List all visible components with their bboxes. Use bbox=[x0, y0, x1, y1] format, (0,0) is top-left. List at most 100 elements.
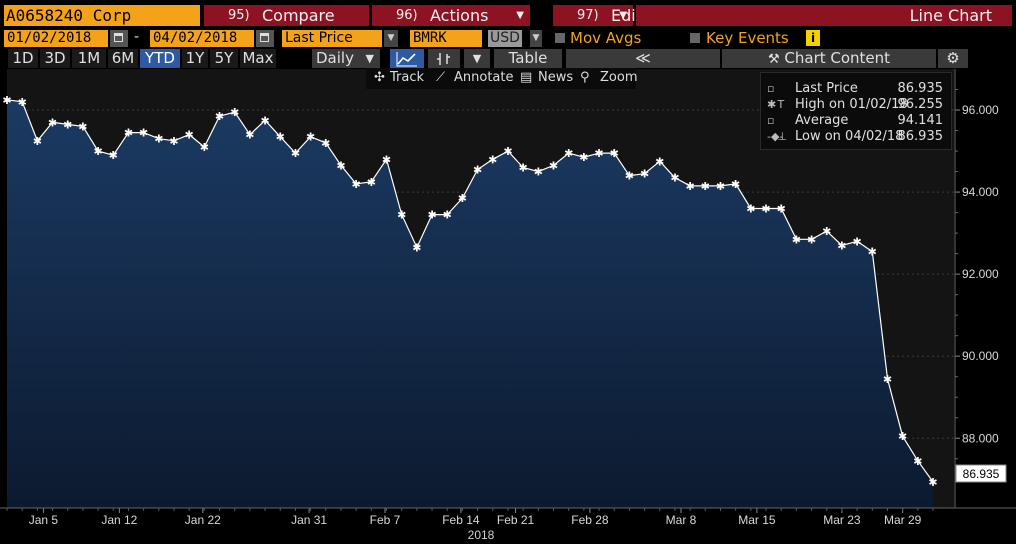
chart-legend: ▫ ✱ Last Price 86.935 T High on 01/02/18… bbox=[760, 72, 952, 150]
info-icon[interactable]: i bbox=[806, 30, 820, 46]
news-icon: ▤ bbox=[520, 70, 533, 85]
data-point: ✱ bbox=[93, 145, 102, 158]
data-point: ✱ bbox=[154, 133, 163, 146]
period-tab-1y[interactable]: 1Y bbox=[182, 49, 208, 68]
legend-low-label: Low on 04/02/18 bbox=[795, 129, 904, 144]
last-value-tag: 86.935 bbox=[955, 464, 1007, 483]
low-marker-icon: ⊥ bbox=[767, 130, 788, 143]
end-date-input[interactable]: 04/02/2018 bbox=[150, 30, 254, 47]
data-point: ✱ bbox=[837, 239, 846, 252]
y-tick-label: 94.000 bbox=[962, 185, 999, 199]
legend-average[interactable]: ▫ -◆- Average 94.141 bbox=[767, 113, 947, 143]
table-button[interactable]: Table bbox=[494, 49, 562, 68]
high-marker-icon: T bbox=[767, 98, 785, 111]
field-select[interactable]: Last Price bbox=[282, 30, 382, 47]
data-point: ✱ bbox=[458, 192, 467, 205]
data-point: ✱ bbox=[579, 151, 588, 164]
data-point: ✱ bbox=[761, 202, 770, 215]
edit-label: Edit bbox=[611, 6, 642, 25]
period-tab-1d[interactable]: 1D bbox=[8, 49, 38, 68]
key-events-checkbox[interactable] bbox=[690, 33, 700, 43]
chart-content-label: Chart Content bbox=[784, 49, 891, 67]
currency-field[interactable]: USD bbox=[488, 30, 522, 47]
legend-average-value: 94.141 bbox=[897, 113, 944, 128]
security-field[interactable]: A0658240 Corp bbox=[4, 5, 200, 26]
annotate-button[interactable]: Annotate bbox=[454, 70, 514, 85]
data-point: ✱ bbox=[822, 225, 831, 238]
data-point: ✱ bbox=[443, 209, 452, 222]
data-point: ✱ bbox=[686, 180, 695, 193]
data-point: ✱ bbox=[913, 455, 922, 468]
data-point: ✱ bbox=[2, 94, 11, 107]
data-point: ✱ bbox=[397, 209, 406, 222]
period-tab-5y[interactable]: 5Y bbox=[210, 49, 238, 68]
data-point: ✱ bbox=[655, 155, 664, 168]
calendar-icon[interactable] bbox=[256, 30, 274, 47]
data-point: ✱ bbox=[336, 159, 345, 172]
period-tab-1m[interactable]: 1M bbox=[72, 49, 106, 68]
data-point: ✱ bbox=[883, 373, 892, 386]
mov-avgs-checkbox[interactable] bbox=[555, 33, 565, 43]
data-point: ✱ bbox=[610, 147, 619, 160]
legend-last-price[interactable]: ▫ ✱ Last Price 86.935 bbox=[767, 81, 947, 111]
collapse-left-icon[interactable]: ≪ bbox=[566, 49, 720, 68]
data-point: ✱ bbox=[519, 161, 528, 174]
compare-ticker-input[interactable]: BMRK bbox=[410, 30, 482, 47]
period-tab-ytd[interactable]: YTD bbox=[140, 49, 180, 68]
edit-button[interactable]: 97) Edit ▼ bbox=[553, 5, 642, 26]
actions-label: Actions bbox=[430, 6, 489, 25]
gear-icon[interactable]: ⚙ bbox=[938, 49, 968, 68]
calendar-icon[interactable] bbox=[110, 30, 128, 47]
key-events-label: Key Events bbox=[706, 29, 789, 47]
data-point: ✱ bbox=[503, 145, 512, 158]
data-point: ✱ bbox=[48, 116, 57, 129]
compare-label: Compare bbox=[262, 6, 335, 25]
data-point: ✱ bbox=[534, 166, 543, 179]
x-tick-label: Mar 15 bbox=[738, 513, 776, 527]
y-tick-label: 96.000 bbox=[962, 103, 999, 117]
data-point: ✱ bbox=[777, 202, 786, 215]
data-point: ✱ bbox=[746, 202, 755, 215]
y-tick-label: 88.000 bbox=[962, 431, 999, 445]
legend-average-label: Average bbox=[795, 113, 849, 128]
chevron-down-icon[interactable]: ▼ bbox=[464, 49, 490, 68]
data-point: ✱ bbox=[594, 147, 603, 160]
frequency-select[interactable]: Daily ▼ bbox=[312, 49, 380, 68]
x-tick-label: Jan 5 bbox=[29, 513, 59, 527]
data-point: ✱ bbox=[640, 168, 649, 181]
x-tick-label: Mar 8 bbox=[666, 513, 697, 527]
chart-content-button[interactable]: ⚒ Chart Content bbox=[722, 49, 936, 68]
zoom-button[interactable]: Zoom bbox=[600, 70, 638, 85]
data-point: ✱ bbox=[928, 476, 937, 489]
chart-type-title: Line Chart bbox=[636, 5, 1012, 26]
chevron-down-icon[interactable]: ▼ bbox=[384, 30, 398, 47]
x-tick-label: Feb 7 bbox=[370, 513, 401, 527]
track-button[interactable]: Track bbox=[390, 70, 425, 85]
bar-chart-icon[interactable] bbox=[428, 49, 460, 68]
price-area bbox=[7, 99, 933, 509]
chevron-down-icon: ▼ bbox=[365, 52, 374, 65]
data-point: ✱ bbox=[898, 430, 907, 443]
start-date-input[interactable]: 01/02/2018 bbox=[4, 30, 108, 47]
legend-high-label: High on 01/02/18 bbox=[795, 97, 908, 112]
x-tick-label: Jan 12 bbox=[101, 513, 137, 527]
last-price-marker-icon: ▫ ✱ bbox=[767, 82, 777, 111]
legend-high: T High on 01/02/18 96.255 bbox=[767, 97, 947, 113]
data-point: ✱ bbox=[716, 180, 725, 193]
compare-button[interactable]: 95) Compare bbox=[204, 5, 369, 26]
data-point: ✱ bbox=[427, 209, 436, 222]
actions-button[interactable]: 96) Actions ▼ bbox=[372, 5, 530, 26]
data-point: ✱ bbox=[792, 233, 801, 246]
chevron-down-icon: ▼ bbox=[619, 10, 627, 21]
line-chart-icon[interactable] bbox=[390, 49, 424, 68]
period-tab-max[interactable]: Max bbox=[240, 49, 276, 68]
period-tab-6m[interactable]: 6M bbox=[108, 49, 138, 68]
data-point: ✱ bbox=[549, 159, 558, 172]
period-tab-3d[interactable]: 3D bbox=[40, 49, 70, 68]
track-icon: ✣ bbox=[374, 70, 385, 85]
chevron-down-icon[interactable]: ▼ bbox=[530, 30, 542, 47]
data-point: ✱ bbox=[63, 118, 72, 131]
data-point: ✱ bbox=[352, 178, 361, 191]
data-point: ✱ bbox=[260, 114, 269, 127]
news-button[interactable]: News bbox=[538, 70, 574, 85]
